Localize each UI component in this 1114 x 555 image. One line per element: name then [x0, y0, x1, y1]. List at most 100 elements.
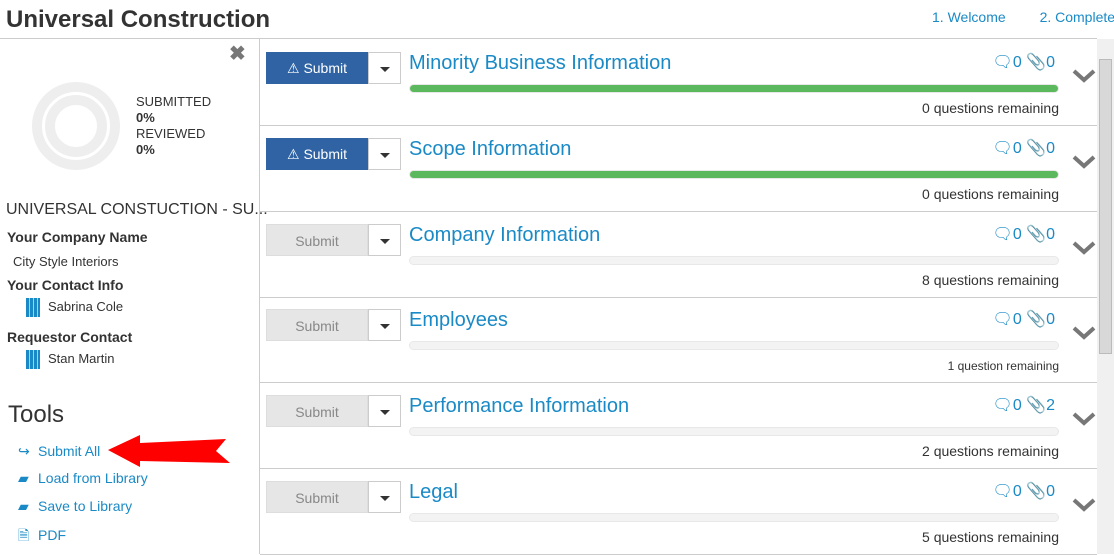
- section-counts: 🗨0 📎2: [993, 395, 1056, 415]
- save-to-library-link[interactable]: ▰ Save to Library: [18, 498, 132, 515]
- building-icon: [26, 350, 40, 369]
- comments-icon: 🗨: [992, 311, 1013, 329]
- wizard-steps: 1. Welcome 2. Complete F: [932, 9, 1114, 25]
- comment-count: 0: [1012, 54, 1022, 71]
- submit-button[interactable]: Submit: [266, 481, 368, 513]
- submit-dropdown-button[interactable]: [368, 137, 401, 170]
- attachment-count: 2: [1046, 397, 1055, 415]
- progress-bar: [409, 84, 1059, 93]
- comments-icon: 🗨: [992, 397, 1013, 415]
- submit-label: Submit: [295, 318, 339, 335]
- requestor: Stan Martin: [26, 350, 114, 369]
- chevron-down-icon[interactable]: [1072, 240, 1096, 256]
- section-title[interactable]: Minority Business Information: [409, 52, 672, 74]
- step-complete[interactable]: 2. Complete F: [1039, 9, 1114, 25]
- comment-count: 0: [1012, 483, 1022, 500]
- paperclip-icon: 📎: [1026, 54, 1047, 71]
- load-from-library-link[interactable]: ▰ Load from Library: [18, 470, 148, 487]
- questions-remaining: 8 questions remaining: [922, 271, 1059, 288]
- red-arrow-annotation: [108, 435, 230, 467]
- submit-button[interactable]: Submit: [266, 395, 368, 428]
- attachment-count: 0: [1046, 225, 1055, 243]
- submit-all-link[interactable]: ↪ Submit All: [18, 443, 100, 460]
- comments-icon: 🗨: [992, 54, 1013, 71]
- comments-icon: 🗨: [992, 483, 1013, 500]
- submitted-value: 0%: [136, 110, 155, 125]
- submit-button[interactable]: ⚠ Submit: [266, 137, 368, 170]
- section-counts: 🗨0 📎0: [993, 52, 1056, 72]
- submit-button[interactable]: ⚠ Submit: [266, 52, 368, 84]
- section-title[interactable]: Company Information: [409, 223, 601, 246]
- comment-count: 0: [1012, 139, 1022, 157]
- comment-count: 0: [1012, 311, 1022, 329]
- pdf-link[interactable]: 🗎 PDF: [18, 525, 66, 549]
- scrollbar[interactable]: [1097, 39, 1114, 554]
- section-row: ⚠ Submit Scope Information 🗨0 📎0 0 quest…: [260, 126, 1097, 212]
- comment-count: 0: [1012, 397, 1022, 415]
- pdf-icon: 🗎: [18, 527, 30, 543]
- submit-dropdown-button[interactable]: [368, 481, 401, 513]
- paperclip-icon: 📎: [1026, 397, 1047, 415]
- tool-label: Load from Library: [38, 470, 148, 486]
- progress-bar: [409, 255, 1059, 265]
- chevron-down-icon[interactable]: [1072, 154, 1096, 170]
- section-title[interactable]: Performance Information: [409, 395, 630, 418]
- questions-remaining: 5 questions remaining: [922, 529, 1059, 545]
- company-label: Your Company Name: [7, 229, 148, 245]
- section-row: Submit Performance Information 🗨0 📎2 2 q…: [260, 383, 1097, 470]
- section-row: ⚠ Submit Minority Business Information 🗨…: [260, 40, 1097, 126]
- submit-dropdown-button[interactable]: [368, 395, 401, 428]
- organization-name: UNIVERSAL CONSTUCTION - SU...: [6, 201, 268, 218]
- warning-icon: ⚠: [286, 145, 304, 162]
- requestor-name: Stan Martin: [48, 350, 115, 366]
- contact: Sabrina Cole: [26, 298, 123, 317]
- book-icon: ▰: [18, 470, 29, 486]
- building-icon: [26, 298, 40, 317]
- submit-button[interactable]: Submit: [266, 223, 368, 256]
- scrollbar-thumb[interactable]: [1099, 59, 1112, 354]
- questions-remaining: 0 questions remaining: [922, 185, 1059, 202]
- progress-donut: [32, 82, 120, 170]
- contact-name: Sabrina Cole: [48, 298, 124, 314]
- questions-remaining: 1 question remaining: [947, 359, 1059, 374]
- sidebar: ✖ SUBMITTED 0% REVIEWED 0% UNIVERSAL CON…: [0, 39, 268, 554]
- stats: SUBMITTED 0% REVIEWED 0%: [136, 94, 211, 158]
- submit-dropdown-button[interactable]: [368, 309, 401, 342]
- section-counts: 🗨0 📎0: [993, 481, 1056, 501]
- section-row: Submit Legal 🗨0 📎0 5 questions remaining: [260, 469, 1097, 555]
- progress-fill: [410, 170, 1058, 178]
- section-counts: 🗨0 📎0: [993, 309, 1056, 329]
- chevron-down-icon[interactable]: [1072, 497, 1096, 513]
- submitted-label: SUBMITTED: [136, 94, 212, 109]
- submit-label: Submit: [303, 60, 348, 76]
- divider: [0, 38, 1097, 39]
- submit-dropdown-button[interactable]: [368, 52, 401, 84]
- progress-fill: [410, 85, 1058, 92]
- company-name: City Style Interiors: [13, 254, 119, 269]
- chevron-down-icon[interactable]: [1072, 325, 1096, 341]
- page-title: Universal Construction: [6, 6, 271, 33]
- submit-button[interactable]: Submit: [266, 309, 368, 342]
- paperclip-icon: 📎: [1026, 311, 1047, 329]
- progress-bar: [409, 169, 1059, 179]
- paperclip-icon: 📎: [1026, 225, 1047, 243]
- comments-icon: 🗨: [992, 225, 1013, 243]
- tool-label: PDF: [38, 527, 66, 543]
- comments-icon: 🗨: [992, 139, 1013, 157]
- section-row: Submit Employees 🗨0 📎0 1 question remain…: [260, 297, 1097, 384]
- paperclip-icon: 📎: [1026, 139, 1047, 157]
- attachment-count: 0: [1046, 54, 1055, 71]
- section-title[interactable]: Employees: [409, 309, 508, 332]
- attachment-count: 0: [1046, 483, 1055, 500]
- chevron-down-icon[interactable]: [1072, 411, 1096, 427]
- book-icon: ▰: [18, 498, 29, 514]
- submit-label: Submit: [295, 404, 339, 421]
- step-welcome[interactable]: 1. Welcome: [932, 9, 1006, 25]
- section-title[interactable]: Scope Information: [409, 137, 572, 160]
- submit-dropdown-button[interactable]: [368, 223, 401, 256]
- tool-label: Save to Library: [38, 498, 133, 514]
- section-title[interactable]: Legal: [409, 481, 458, 503]
- questions-remaining: 2 questions remaining: [922, 443, 1059, 460]
- chevron-down-icon[interactable]: [1072, 68, 1096, 84]
- close-icon[interactable]: ✖: [229, 43, 246, 65]
